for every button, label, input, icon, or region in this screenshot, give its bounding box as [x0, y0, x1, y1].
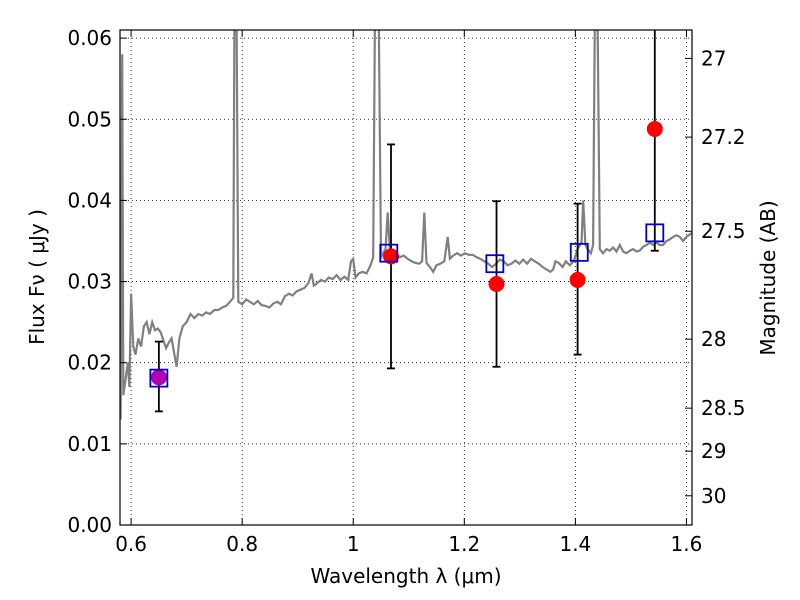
- x-tick-label: 0.6: [115, 532, 147, 556]
- y2-tick-labels: 27 27.2 27.5 28 28.5 29 30: [701, 46, 746, 507]
- y2-tick-label: 27.2: [701, 125, 746, 149]
- y-tick-label: 0.02: [67, 351, 112, 375]
- observed-point: [488, 275, 505, 292]
- axis-ticks: [120, 30, 692, 526]
- y2-tick-label: 27.5: [701, 219, 746, 243]
- y-tick-label: 0.06: [67, 26, 112, 50]
- x-axis-label: Wavelength λ (μm): [310, 564, 501, 588]
- y2-axis-label: Magnitude (AB): [756, 200, 780, 355]
- y-tick-label: 0.03: [67, 270, 112, 294]
- y2-tick-label: 28: [701, 327, 726, 351]
- y2-tick-label: 29: [701, 439, 726, 463]
- y-tick-label: 0.05: [67, 107, 112, 131]
- x-tick-label: 0.8: [226, 532, 258, 556]
- y-tick-label: 0.00: [67, 513, 112, 537]
- x-tick-labels: 0.6 0.8 1 1.2 1.4 1.6: [115, 532, 702, 556]
- x-tick-label: 1.4: [559, 532, 591, 556]
- model-photometry-point: [149, 368, 169, 388]
- model-spectrum-layer: [120, 30, 692, 420]
- plot-frame: [119, 29, 693, 526]
- grid: [120, 30, 692, 525]
- observed-point: [569, 271, 586, 288]
- model-photometry-point: [379, 243, 399, 263]
- y2-tick-label: 30: [701, 484, 726, 508]
- observed-point: [646, 121, 663, 137]
- model-photometry-point: [645, 223, 665, 243]
- x-tick-label: 1.6: [671, 532, 703, 556]
- observed-point: [383, 248, 400, 265]
- y-axis-label: Flux Fν ( μJy ): [25, 209, 49, 345]
- y-tick-label: 0.01: [67, 432, 112, 456]
- y-tick-labels: 0.00 0.01 0.02 0.03 0.04 0.05 0.06: [67, 26, 112, 537]
- y2-tick-label: 27: [701, 46, 726, 70]
- observed-point: [150, 369, 167, 386]
- model-photometry-points: [149, 223, 665, 388]
- model-photometry-point: [485, 254, 505, 274]
- y-tick-label: 0.04: [67, 188, 112, 212]
- model-spectrum-line: [120, 30, 692, 420]
- x-tick-label: 1.2: [448, 532, 480, 556]
- observed-points: [150, 121, 663, 386]
- x-tick-label: 1: [347, 532, 360, 556]
- model-photometry-point: [569, 242, 589, 262]
- y2-tick-label: 28.5: [701, 396, 746, 420]
